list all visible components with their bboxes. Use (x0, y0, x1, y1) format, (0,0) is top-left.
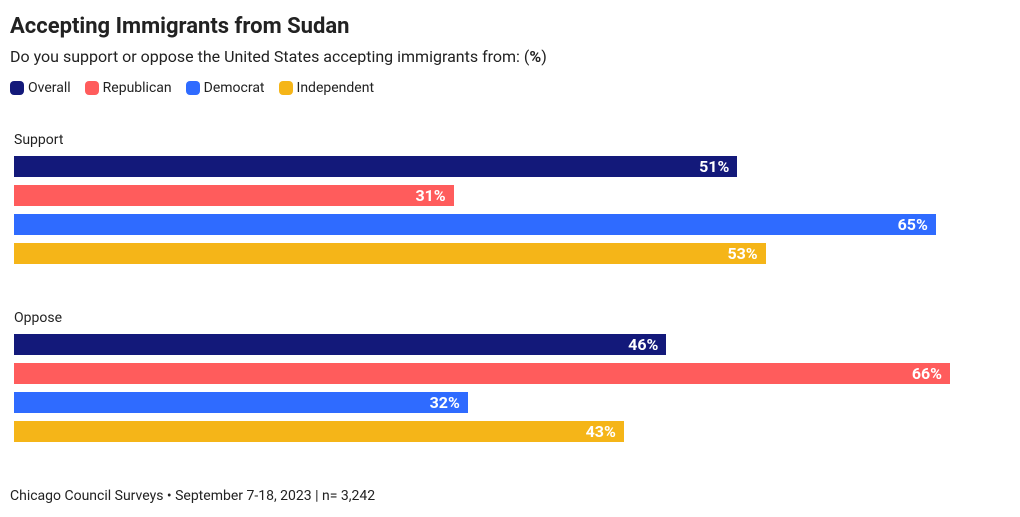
bar-row: 51% (14, 156, 950, 177)
bar-row: 32% (14, 392, 950, 413)
bar: 65% (14, 214, 936, 235)
legend-swatch (10, 81, 24, 95)
group-label: Oppose (14, 310, 950, 326)
bar: 66% (14, 363, 950, 384)
subtitle-prefix: Do you support or oppose the United Stat… (10, 47, 529, 66)
legend-label: Democrat (204, 80, 265, 96)
bar-value-label: 31% (415, 186, 445, 205)
bar-row: 66% (14, 363, 950, 384)
legend-swatch (279, 81, 293, 95)
bar-row: 53% (14, 243, 950, 264)
group-label: Support (14, 132, 950, 148)
bar: 53% (14, 243, 766, 264)
bar-group: Support 51% 31% 65% 53% (14, 132, 950, 264)
bar-value-label: 46% (628, 335, 658, 354)
bar-value-label: 51% (699, 157, 729, 176)
bar: 32% (14, 392, 468, 413)
legend-label: Overall (28, 80, 71, 96)
bar-row: 31% (14, 185, 950, 206)
chart-title: Accepting Immigrants from Sudan (10, 14, 1010, 39)
bar-row: 43% (14, 421, 950, 442)
legend-label: Independent (297, 80, 375, 96)
legend-item: Republican (85, 80, 172, 96)
bar-value-label: 32% (430, 393, 460, 412)
subtitle-suffix: ) (541, 47, 547, 66)
chart-subtitle: Do you support or oppose the United Stat… (10, 47, 1010, 66)
legend-label: Republican (103, 80, 172, 96)
legend-item: Independent (279, 80, 375, 96)
bar-row: 46% (14, 334, 950, 355)
bar-group: Oppose 46% 66% 32% 43% (14, 310, 950, 442)
bar-value-label: 43% (586, 422, 616, 441)
bar-value-label: 53% (727, 244, 757, 263)
bar: 31% (14, 185, 454, 206)
bar-chart: Support 51% 31% 65% 53% Oppose 46% 66% 32% 43% (10, 132, 1010, 442)
bar-value-label: 66% (912, 364, 942, 383)
bar: 46% (14, 334, 666, 355)
bar-value-label: 65% (898, 215, 928, 234)
bar: 51% (14, 156, 737, 177)
subtitle-bold: % (529, 47, 541, 66)
legend-item: Democrat (186, 80, 265, 96)
legend: Overall Republican Democrat Independent (10, 80, 1010, 96)
legend-swatch (186, 81, 200, 95)
bar-row: 65% (14, 214, 950, 235)
legend-swatch (85, 81, 99, 95)
legend-item: Overall (10, 80, 71, 96)
chart-footer: Chicago Council Surveys • September 7-18… (10, 488, 1010, 504)
bar: 43% (14, 421, 624, 442)
